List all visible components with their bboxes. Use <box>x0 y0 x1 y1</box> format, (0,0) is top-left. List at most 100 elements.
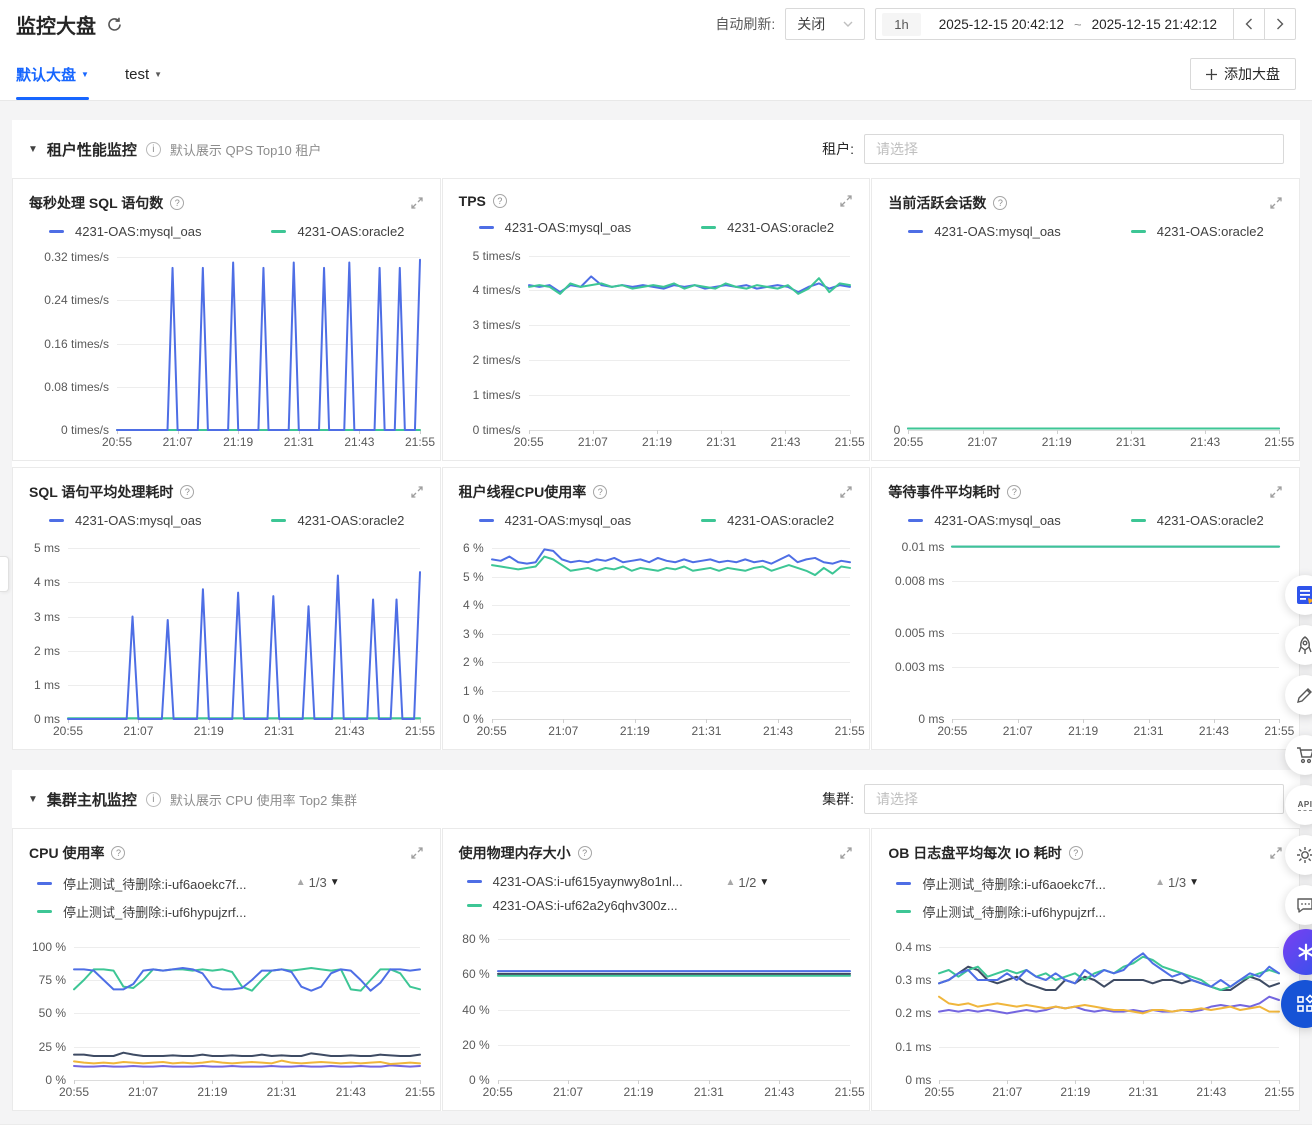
gridline <box>497 1044 850 1046</box>
expand-icon[interactable] <box>839 485 853 499</box>
auto-refresh-select[interactable]: 关闭 <box>785 8 866 40</box>
gridline <box>939 1080 1280 1081</box>
time-range-picker[interactable]: 1h 2025-12-15 20:42:12 ~ 2025-12-15 21:4… <box>875 8 1234 40</box>
refresh-button[interactable] <box>106 16 123 33</box>
legend-item[interactable]: 停止测试_待删除:i-uf6hypujzrf... <box>896 902 1106 921</box>
x-axis-tick-label: 21:55 <box>404 435 436 449</box>
legend-item[interactable]: 4231-OAS:oracle2 <box>701 220 834 235</box>
page-up-icon[interactable]: ▲ <box>1155 877 1165 888</box>
y-axis-tick-label: 3 ms <box>33 609 60 624</box>
page-down-icon[interactable]: ▼ <box>1189 877 1199 888</box>
legend-item[interactable]: 4231-OAS:mysql_oas <box>908 224 1061 239</box>
chart-plot[interactable]: 0 % 20 % 40 % 60 % 80 % 20:55 21:07 21:19 21:31 2… <box>459 932 864 1100</box>
rocket-button[interactable] <box>1285 625 1312 665</box>
chart-title: 租户线程CPU使用率 <box>458 484 587 500</box>
header-controls: 自动刷新: 关闭 1h 2025-12-15 20:42:12 ~ 2025-1… <box>715 8 1296 40</box>
legend-item[interactable]: 4231-OAS:mysql_oas <box>478 513 631 528</box>
chart-plot[interactable]: 0 ms 0.003 ms 0.005 ms 0.008 ms 0.01 ms 20:55… <box>888 538 1294 739</box>
expand-icon[interactable] <box>410 485 424 499</box>
legend-item[interactable]: 4231-OAS:mysql_oas <box>49 513 201 528</box>
api-button[interactable]: API <box>1285 785 1312 825</box>
tab-default-dashboard[interactable]: 默认大盘 ▼ <box>16 48 89 100</box>
x-axis-tick-mark <box>1143 1080 1145 1084</box>
x-axis-tick-mark <box>420 719 421 723</box>
tenant-select[interactable]: 请选择 <box>864 134 1284 164</box>
legend-item[interactable]: 4231-OAS:i-uf615yaynwy8o1nl... <box>466 874 683 889</box>
chart-plot[interactable]: 0 times/s 1 times/s 2 times/s 3 times/s 4 ti… <box>459 245 865 450</box>
apps-button[interactable] <box>1281 980 1312 1028</box>
expand-icon[interactable] <box>839 846 853 860</box>
help-icon[interactable]: ? <box>111 846 126 860</box>
help-icon[interactable]: ? <box>170 196 185 210</box>
chart-plot[interactable]: 0 ms 0.1 ms 0.2 ms 0.3 ms 0.4 ms 20:55 21:07 21… <box>888 940 1294 1100</box>
legend-item[interactable]: 4231-OAS:oracle2 <box>701 513 834 528</box>
series-marker <box>37 910 52 913</box>
chart-plot[interactable]: 0 20:55 21:07 21:19 21:31 21:43 21:55 <box>888 249 1294 450</box>
legend-item[interactable]: 4231-OAS:mysql_oas <box>908 513 1061 528</box>
tab-test-dashboard[interactable]: test ▼ <box>124 65 163 83</box>
survey-icon <box>1297 586 1312 604</box>
edit-button[interactable] <box>1285 675 1312 715</box>
range-prev-button[interactable] <box>1233 8 1265 40</box>
chart-plot[interactable]: 0 ms 1 ms 2 ms 3 ms 4 ms 5 ms 20:55 21:07 21:19 2… <box>29 538 435 739</box>
legend-item[interactable]: 4231-OAS:oracle2 <box>271 513 404 528</box>
settings-button[interactable] <box>1285 835 1312 875</box>
x-axis-tick-mark <box>778 719 780 723</box>
help-icon[interactable]: ? <box>1007 485 1022 499</box>
x-axis-tick-mark <box>208 719 210 723</box>
collapse-caret-icon[interactable]: ▼ <box>28 143 38 155</box>
help-icon[interactable]: ? <box>180 485 195 499</box>
legend-item[interactable]: 4231-OAS:mysql_oas <box>478 220 631 235</box>
gridline <box>528 395 850 397</box>
range-end[interactable]: 2025-12-15 21:42:12 <box>1091 16 1217 32</box>
range-shortcut-chip[interactable]: 1h <box>882 12 921 36</box>
gridline <box>491 633 850 635</box>
legend-item[interactable]: 4231-OAS:oracle2 <box>1130 513 1264 528</box>
expand-icon[interactable] <box>1269 485 1283 499</box>
y-axis-tick-label: 2 ms <box>33 643 60 658</box>
page-up-icon[interactable]: ▲ <box>725 877 736 888</box>
chart-plot[interactable]: 0 % 25 % 50 % 75 % 100 % 20:55 21:07 21:19 21:31… <box>29 940 435 1100</box>
survey-button[interactable] <box>1285 575 1312 615</box>
chart-card-tenant-cpu: 租户线程CPU使用率 ? 4231-OAS:mysql_oas 4231-OAS… <box>441 467 871 750</box>
help-icon[interactable]: ? <box>1068 846 1083 860</box>
legend-item[interactable]: 停止测试_待删除:i-uf6aoekc7f... <box>896 874 1106 893</box>
x-axis-tick-mark <box>638 1080 640 1084</box>
x-axis-tick-label: 21:43 <box>764 1085 795 1099</box>
collapse-caret-icon[interactable]: ▼ <box>28 793 38 805</box>
expand-icon[interactable] <box>410 196 424 210</box>
page-down-icon[interactable]: ▼ <box>759 877 770 888</box>
legend-item[interactable]: 停止测试_待删除:i-uf6aoekc7f... <box>37 874 247 893</box>
legend-item[interactable]: 4231-OAS:oracle2 <box>1130 224 1264 239</box>
y-axis-tick-label: 5 % <box>462 569 484 584</box>
legend-item[interactable]: 4231-OAS:oracle2 <box>271 224 404 239</box>
help-icon[interactable]: ? <box>492 194 507 208</box>
legend-item[interactable]: 停止测试_待删除:i-uf6hypujzrf... <box>37 902 247 921</box>
chart-plot[interactable]: 0 times/s 0.08 times/s 0.16 times/s 0.24 ti… <box>29 249 435 450</box>
left-drawer-handle[interactable] <box>0 556 9 592</box>
help-icon[interactable]: ? <box>577 846 592 860</box>
gridline <box>497 1080 850 1081</box>
expand-icon[interactable] <box>410 846 424 860</box>
x-axis-tick-mark <box>849 1080 851 1084</box>
chart-plot[interactable]: 0 % 1 % 2 % 3 % 4 % 5 % 6 % 20:55 21:07 21:19 21:3… <box>459 538 865 739</box>
legend-item[interactable]: 4231-OAS:i-uf62a2y6qhv300z... <box>466 898 678 913</box>
expand-icon[interactable] <box>1269 196 1283 210</box>
cluster-select[interactable]: 请选择 <box>864 784 1284 814</box>
range-next-button[interactable] <box>1264 8 1296 40</box>
add-dashboard-button[interactable]: 添加大盘 <box>1190 58 1296 90</box>
range-start[interactable]: 2025-12-15 20:42:12 <box>938 16 1065 32</box>
x-axis-tick-mark <box>359 430 361 434</box>
series-line <box>939 997 1279 1014</box>
legend-item[interactable]: 4231-OAS:mysql_oas <box>49 224 201 239</box>
cart-button[interactable] <box>1285 735 1312 775</box>
expand-icon[interactable] <box>1269 846 1283 860</box>
help-icon[interactable]: ? <box>993 196 1008 210</box>
page-up-icon[interactable]: ▲ <box>295 877 306 888</box>
help-icon[interactable]: ? <box>593 485 608 499</box>
series-line <box>74 1061 420 1064</box>
x-axis-tick-label: 21:07 <box>128 1085 159 1099</box>
expand-icon[interactable] <box>839 194 853 208</box>
feedback-button[interactable] <box>1285 885 1312 925</box>
page-down-icon[interactable]: ▼ <box>329 877 340 888</box>
